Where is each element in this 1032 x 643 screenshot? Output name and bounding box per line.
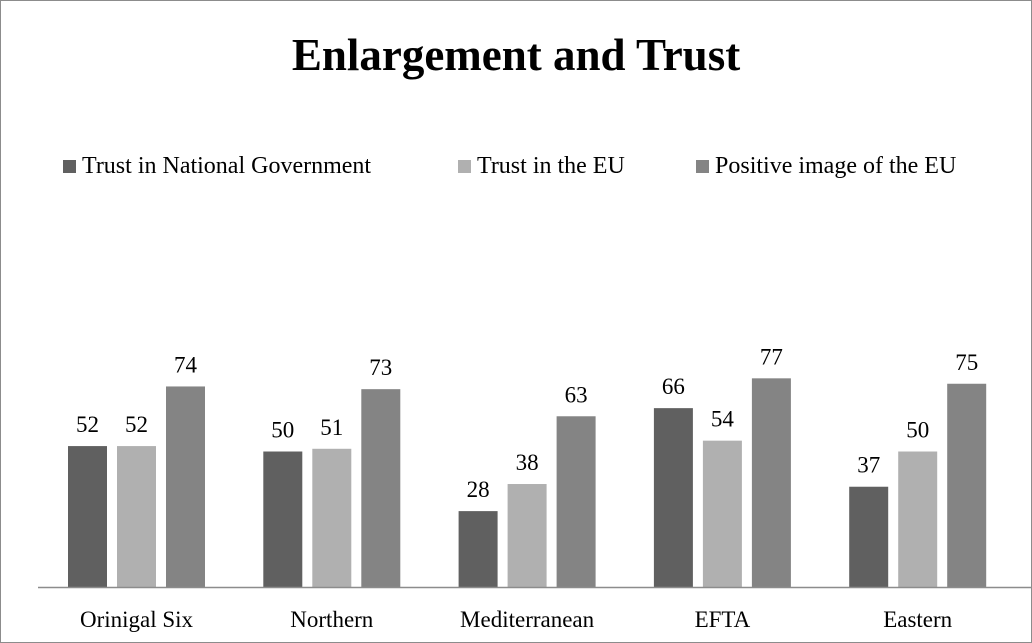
chart-title: Enlargement and Trust <box>291 30 741 80</box>
legend: Trust in National Government Trust in th… <box>1 149 1031 183</box>
data-label-northern-trust-in-the-eu: 51 <box>320 415 343 440</box>
legend-label-positive-image: Positive image of the EU <box>715 152 957 179</box>
legend-item-trust-eu: Trust in the EU <box>458 149 625 183</box>
data-label-efta-trust-in-national-government: 66 <box>662 374 685 399</box>
x-tick-label-northern: Northern <box>290 607 374 632</box>
bar-efta-trust-in-the-eu <box>702 440 742 587</box>
x-tick-label-efta: EFTA <box>695 607 751 632</box>
data-label-efta-positive-image-of-the-eu: 77 <box>760 344 783 369</box>
data-label-efta-trust-in-the-eu: 54 <box>711 407 735 432</box>
legend-label-national-government: Trust in National Government <box>82 152 372 179</box>
data-label-eastern-trust-in-national-government: 37 <box>857 453 880 478</box>
x-tick-label-orinigal-six: Orinigal Six <box>80 607 194 632</box>
legend-swatch-trust-eu <box>458 159 471 173</box>
data-label-eastern-trust-in-the-eu: 50 <box>906 418 929 443</box>
bar-mediterranean-positive-image-of-the-eu <box>556 416 596 587</box>
data-label-mediterranean-trust-in-the-eu: 38 <box>516 450 539 475</box>
bar-eastern-positive-image-of-the-eu <box>947 383 987 587</box>
bar-efta-trust-in-national-government <box>653 408 693 587</box>
data-label-mediterranean-positive-image-of-the-eu: 63 <box>565 382 588 407</box>
bar-northern-trust-in-national-government <box>263 451 303 587</box>
data-label-orinigal-six-trust-in-national-government: 52 <box>76 412 99 437</box>
legend-item-national-government: Trust in National Government <box>63 149 371 183</box>
data-label-orinigal-six-positive-image-of-the-eu: 74 <box>174 352 198 377</box>
x-tick-label-eastern: Eastern <box>883 607 952 632</box>
bar-northern-positive-image-of-the-eu <box>361 389 401 587</box>
data-label-northern-positive-image-of-the-eu: 73 <box>369 355 392 380</box>
bar-orinigal-six-trust-in-the-eu <box>117 446 156 587</box>
x-tick-label-mediterranean: Mediterranean <box>460 607 595 632</box>
bar-eastern-trust-in-the-eu <box>898 451 938 587</box>
bar-eastern-trust-in-national-government <box>849 486 889 587</box>
data-label-northern-trust-in-national-government: 50 <box>271 418 294 443</box>
bar-orinigal-six-trust-in-national-government <box>68 446 107 587</box>
legend-swatch-national-government <box>63 159 76 173</box>
data-label-eastern-positive-image-of-the-eu: 75 <box>955 350 978 375</box>
bar-mediterranean-trust-in-national-government <box>458 511 498 587</box>
bar-orinigal-six-positive-image-of-the-eu <box>166 386 205 587</box>
legend-item-positive-image: Positive image of the EU <box>696 149 956 183</box>
data-label-orinigal-six-trust-in-the-eu: 52 <box>125 412 148 437</box>
data-label-mediterranean-trust-in-national-government: 28 <box>467 477 490 502</box>
legend-swatch-positive-image <box>696 159 709 173</box>
bar-mediterranean-trust-in-the-eu <box>507 484 547 587</box>
legend-label-trust-eu: Trust in the EU <box>477 152 625 179</box>
bar-efta-positive-image-of-the-eu <box>751 378 791 587</box>
bar-northern-trust-in-the-eu <box>312 448 352 587</box>
